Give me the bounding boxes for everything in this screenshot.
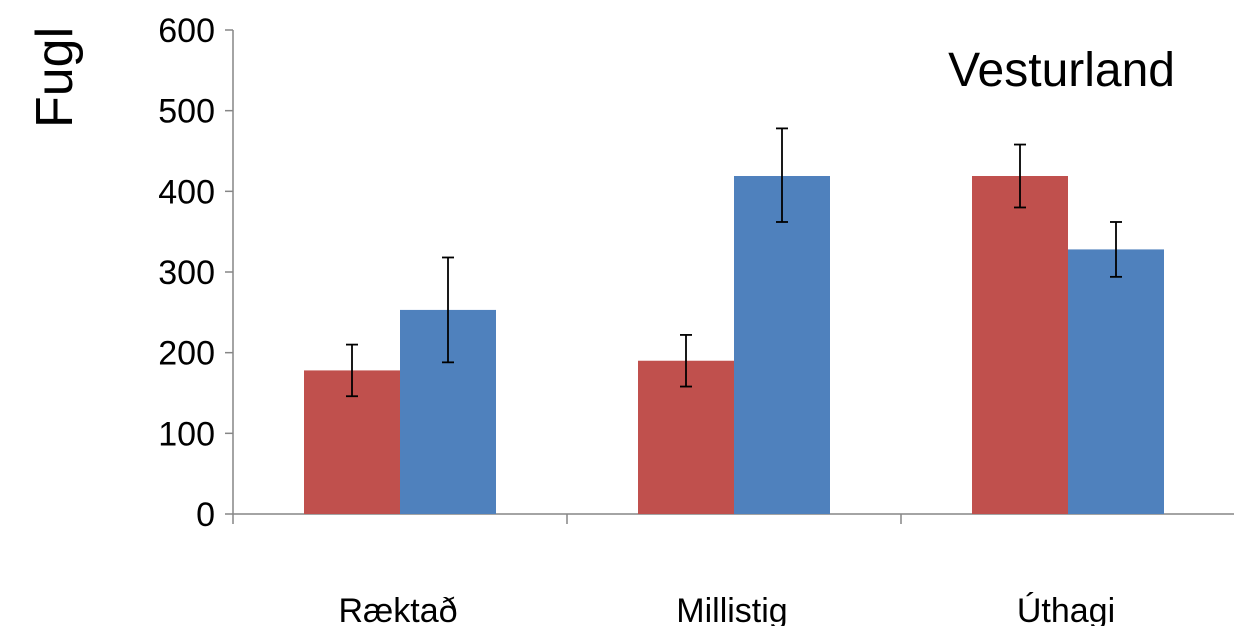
y-tick-label: 400 <box>158 173 215 211</box>
x-axis: Ræktað Millistig Úthagi <box>232 513 1234 626</box>
bar <box>1068 249 1164 514</box>
bar <box>972 176 1068 515</box>
x-tick-label: Millistig <box>676 592 787 626</box>
y-tick-label: 500 <box>158 93 215 131</box>
y-tick-label: 100 <box>158 415 215 453</box>
chart-title: Vesturland <box>948 44 1175 97</box>
x-tick-label: Ræktað <box>338 592 457 626</box>
y-tick-label: 0 <box>196 496 215 534</box>
y-axis: 0 100 200 300 400 500 600 <box>158 12 234 534</box>
x-tick-label: Úthagi <box>1017 592 1115 626</box>
bar <box>734 176 830 515</box>
y-tick-label: 600 <box>158 12 215 50</box>
error-bars <box>346 127 1122 398</box>
y-tick-label: 300 <box>158 254 215 292</box>
y-axis-label: Fugl <box>26 27 84 128</box>
y-tick-label: 200 <box>158 335 215 373</box>
bars <box>304 176 1164 515</box>
